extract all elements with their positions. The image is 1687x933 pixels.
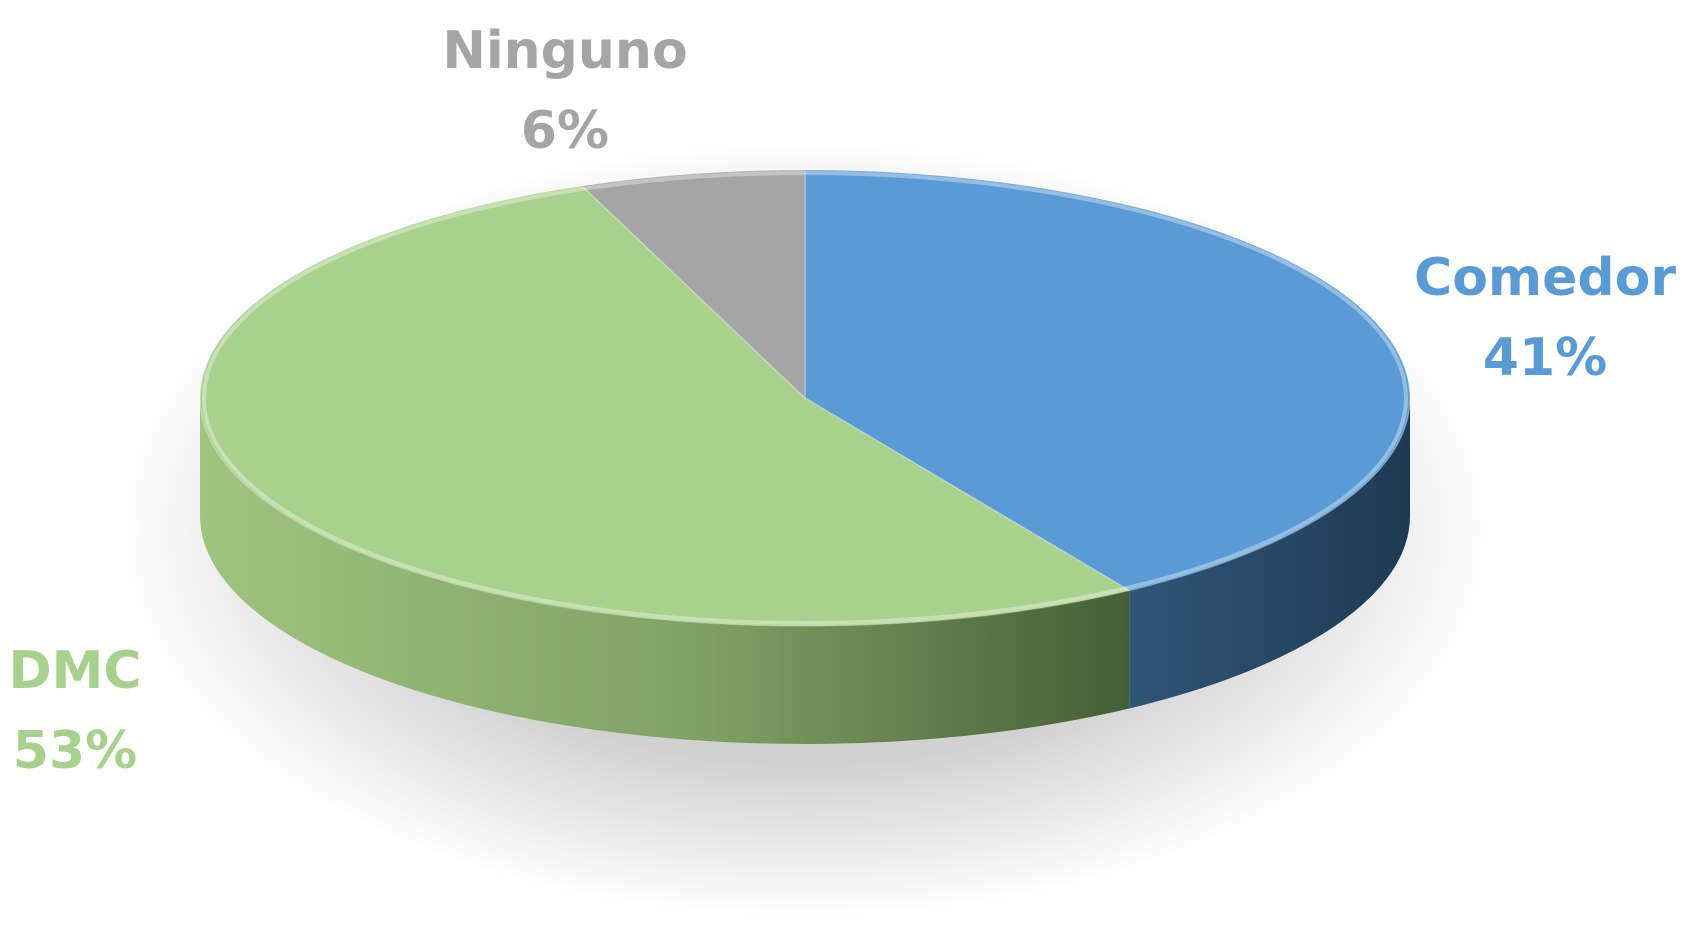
pie-slice-ninguno — [580, 169, 806, 400]
pie-slice-dmc — [199, 185, 1132, 627]
data-label-name-dmc: DMC — [8, 641, 141, 701]
data-label-value-dmc: 53% — [13, 721, 137, 781]
data-label-name-ninguno: Ninguno — [442, 21, 687, 81]
pie-slice-comedor — [804, 169, 1411, 592]
pie-side-dmc — [200, 398, 1130, 744]
pie-rim-highlight — [202, 171, 1408, 625]
pie-sides — [200, 398, 1410, 744]
pie-side-comedor — [1129, 398, 1410, 709]
data-label-value-ninguno: 6% — [521, 101, 609, 161]
pie-tops — [199, 169, 1411, 627]
pie-labels: Comedor 41% DMC 53% Ninguno 6% — [8, 21, 1676, 781]
data-label-name-comedor: Comedor — [1414, 248, 1676, 308]
data-label-value-comedor: 41% — [1483, 328, 1607, 388]
